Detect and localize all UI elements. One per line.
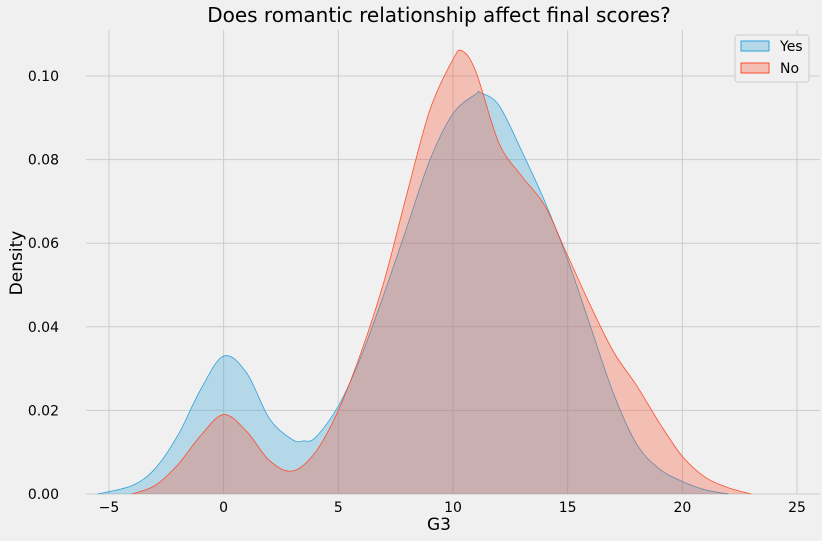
x-axis-label: G3 xyxy=(427,515,451,535)
x-tick-label: 5 xyxy=(334,500,343,516)
x-tick-label: 20 xyxy=(673,500,691,516)
x-tick-label: 0 xyxy=(219,500,228,516)
legend-box xyxy=(734,34,810,83)
x-tick-label: 25 xyxy=(788,500,806,516)
density-area-no xyxy=(131,49,752,495)
x-tick-label: 15 xyxy=(559,500,577,516)
legend-label-no: No xyxy=(780,61,799,77)
series-layer xyxy=(97,49,752,495)
x-tick-label: 10 xyxy=(444,500,462,516)
legend: Yes No xyxy=(734,34,810,83)
y-tick-label: 0.04 xyxy=(28,320,59,336)
y-axis-label: Density xyxy=(7,231,27,296)
density-line-no xyxy=(131,49,752,495)
grid xyxy=(86,30,820,495)
y-tick-label: 0.10 xyxy=(28,69,59,85)
y-tick-label: 0.06 xyxy=(28,236,59,252)
legend-swatch-no xyxy=(740,62,770,74)
density-line-yes xyxy=(97,90,729,495)
density-area-yes xyxy=(97,91,729,495)
legend-swatch-yes xyxy=(740,40,770,52)
y-tick-label: 0.08 xyxy=(28,153,59,169)
x-tick-label: −5 xyxy=(99,500,120,516)
y-tick-label: 0.02 xyxy=(28,403,59,419)
y-tick-label: 0.00 xyxy=(28,487,59,503)
chart-title: Does romantic relationship affect final … xyxy=(207,3,671,27)
legend-label-yes: Yes xyxy=(779,39,803,55)
tick-labels: −5 0 5 10 15 20 25 0.00 0.02 0.04 0.06 0.08 0.10 xyxy=(28,69,806,516)
